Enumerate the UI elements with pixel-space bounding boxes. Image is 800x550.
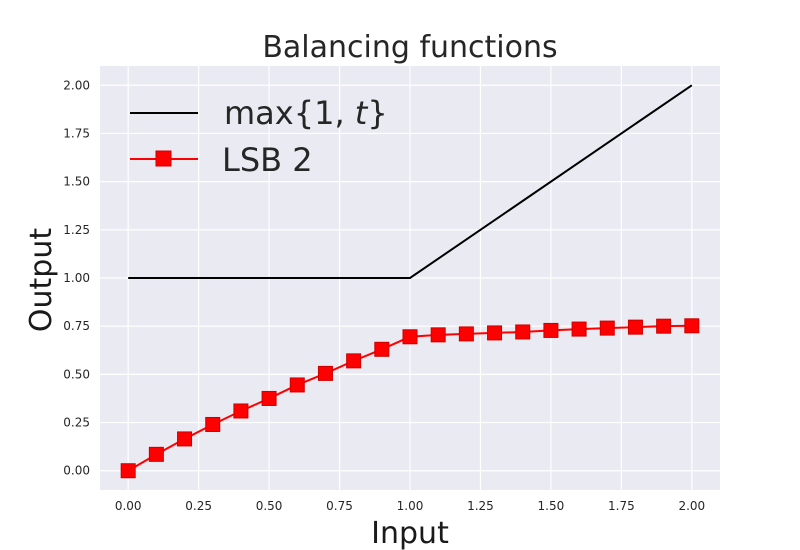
- chart-title: Balancing functions: [262, 30, 557, 65]
- y-tick-label: 1.00: [63, 271, 90, 285]
- data-point-lsb2: [205, 416, 221, 432]
- legend-marker-lsb2: [155, 150, 172, 167]
- data-point-lsb2: [177, 431, 193, 447]
- data-point-lsb2: [289, 377, 305, 393]
- legend-label-lsb2: LSB 2: [222, 141, 313, 179]
- x-tick-label: 0.25: [185, 499, 212, 513]
- legend: max{1, t} LSB 2: [130, 94, 388, 179]
- data-point-lsb2: [656, 318, 672, 334]
- data-point-lsb2: [684, 318, 700, 334]
- x-tick-label: 1.75: [608, 499, 635, 513]
- y-tick-label: 1.75: [63, 126, 90, 140]
- data-point-lsb2: [487, 325, 503, 341]
- series-line-max: [128, 84, 693, 279]
- data-point-lsb2: [233, 403, 249, 419]
- y-tick-labels: 0.00 0.25 0.50 0.75 1.00 1.25 1.50 1.75 2.00: [63, 78, 90, 477]
- data-point-lsb2: [571, 321, 587, 337]
- x-tick-label: 1.50: [538, 499, 565, 513]
- data-point-lsb2: [458, 326, 474, 342]
- x-tick-labels: 0.00 0.25 0.50 0.75 1.00 1.25 1.50 1.75 2.00: [115, 499, 705, 513]
- data-point-lsb2: [402, 329, 418, 345]
- data-point-lsb2: [261, 390, 277, 406]
- y-tick-label: 0.00: [63, 464, 90, 478]
- data-point-lsb2: [120, 463, 136, 479]
- series-layer: [120, 84, 700, 479]
- data-point-lsb2: [430, 327, 446, 343]
- y-axis-label: Output: [24, 228, 59, 332]
- data-point-lsb2: [627, 319, 643, 335]
- x-tick-label: 1.00: [397, 499, 424, 513]
- data-point-lsb2: [374, 341, 390, 357]
- x-tick-label: 0.75: [326, 499, 353, 513]
- y-tick-label: 0.25: [63, 416, 90, 430]
- y-tick-label: 1.50: [63, 175, 90, 189]
- data-point-lsb2: [599, 320, 615, 336]
- y-tick-label: 2.00: [63, 78, 90, 92]
- x-tick-label: 1.25: [467, 499, 494, 513]
- data-point-lsb2: [346, 353, 362, 369]
- x-tick-label: 0.00: [115, 499, 142, 513]
- y-tick-label: 1.25: [63, 223, 90, 237]
- data-point-lsb2: [543, 322, 559, 338]
- data-point-lsb2: [317, 365, 333, 381]
- data-point-lsb2: [515, 324, 531, 340]
- y-tick-label: 0.75: [63, 319, 90, 333]
- legend-label-max: max{1, t}: [224, 94, 388, 132]
- y-tick-label: 0.50: [63, 367, 90, 381]
- x-tick-label: 0.50: [256, 499, 283, 513]
- data-point-lsb2: [148, 446, 164, 462]
- x-axis-label: Input: [371, 516, 449, 550]
- x-tick-label: 2.00: [678, 499, 705, 513]
